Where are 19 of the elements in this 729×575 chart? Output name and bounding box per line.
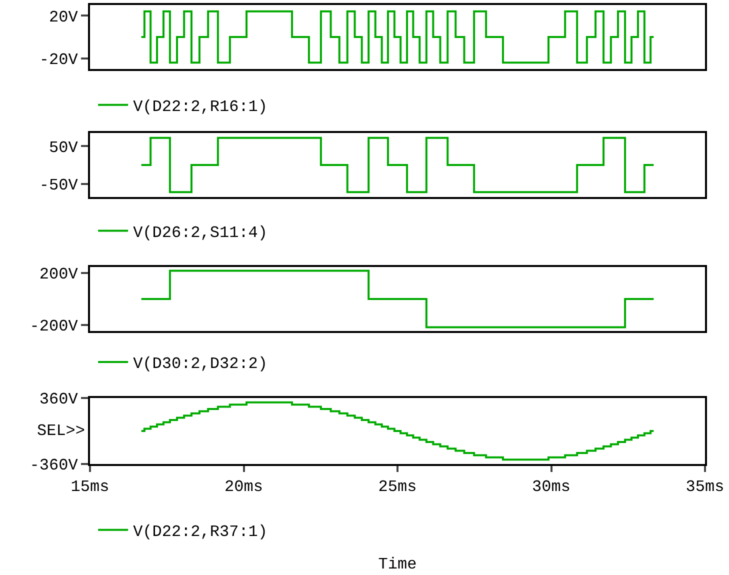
y-tick-label: -20V bbox=[39, 50, 78, 69]
legend-label: V(D22:2,R37:1) bbox=[133, 523, 268, 542]
y-tick-label: 50V bbox=[48, 138, 78, 157]
x-tick-label: 25ms bbox=[378, 478, 417, 496]
y-tick-label: 360V bbox=[39, 390, 78, 409]
x-tick-label: 20ms bbox=[224, 478, 263, 496]
text: SEL>> bbox=[37, 422, 86, 440]
y-tick-label: -360V bbox=[30, 456, 78, 475]
legend-label: V(D22:2,R16:1) bbox=[133, 98, 268, 116]
x-tick-label: 15ms bbox=[70, 478, 110, 496]
legend-label: V(D26:2,S11:4) bbox=[133, 224, 268, 242]
y-tick-label: -50V bbox=[39, 176, 78, 194]
y-tick-label: 200V bbox=[39, 265, 78, 284]
x-axis-title: Time bbox=[378, 555, 417, 574]
y-tick-label: -200V bbox=[30, 318, 78, 336]
legend-label: V(D30:2,D32:2) bbox=[133, 355, 268, 374]
x-tick-label: 30ms bbox=[532, 478, 570, 496]
y-tick-label: 20V bbox=[48, 8, 78, 26]
x-tick-label: 35ms bbox=[686, 478, 724, 496]
